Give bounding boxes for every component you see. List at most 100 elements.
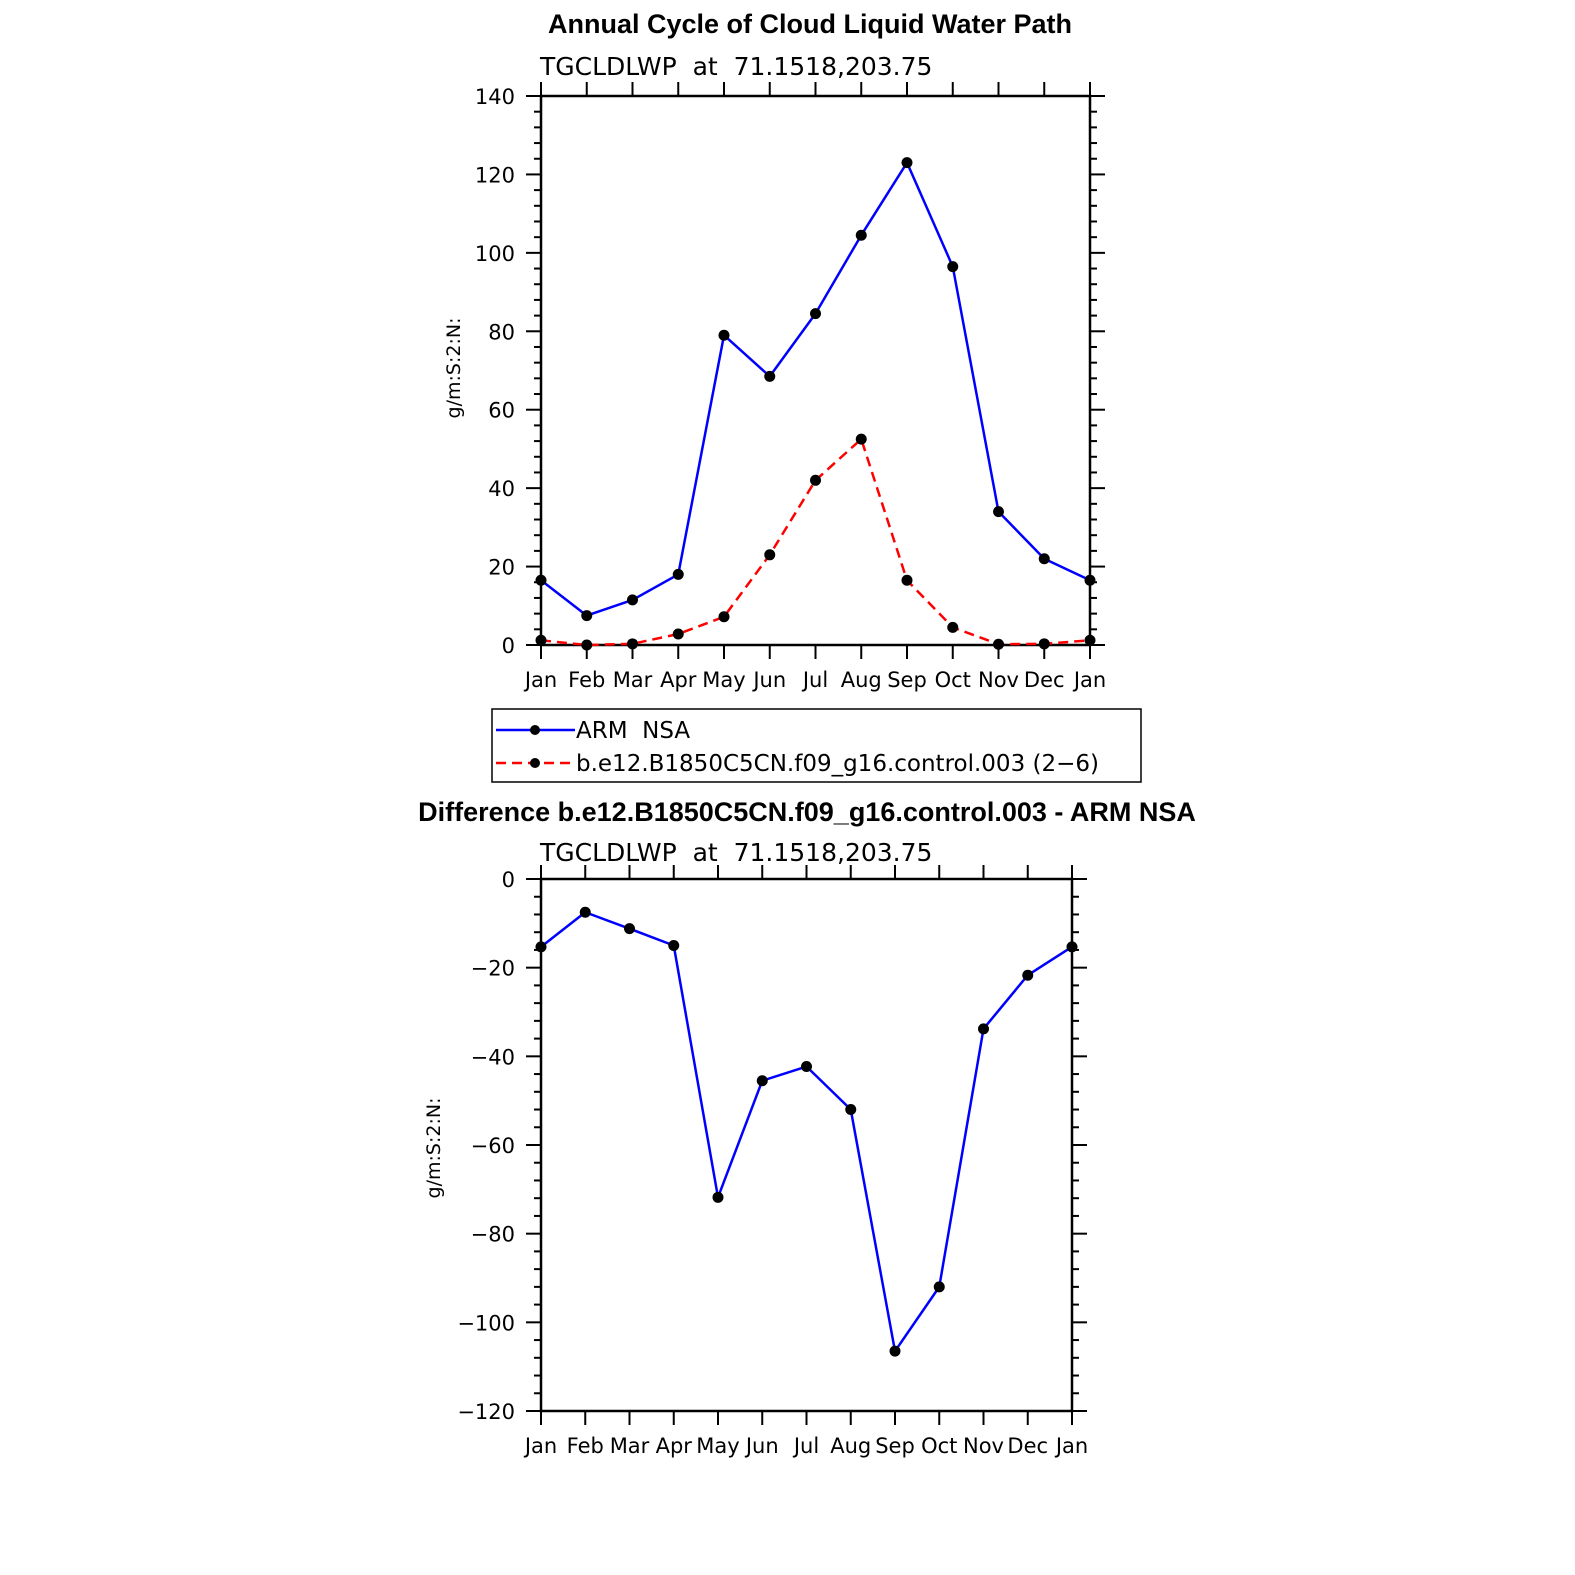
chart1-plot: 0 20 40 60 80 100 120 140 Jan Feb Mar Apr May Jun Jul A…	[475, 82, 1106, 692]
chart1-subtitle: TGCLDLWP at 71.1518,203.75	[539, 52, 932, 81]
chart2-series-0-point	[756, 1075, 768, 1087]
chart1-series-1-point	[993, 638, 1004, 650]
chart2-series-0-point	[624, 923, 635, 935]
chart1-xtick-label: Apr	[660, 668, 697, 692]
chart1-series-1-point	[901, 574, 913, 586]
legend-marker-series-1	[530, 758, 540, 768]
chart1-xtick-label: Dec	[1024, 668, 1065, 692]
chart1-xtick-label: Jul	[801, 668, 828, 692]
legend-label-series-0: ARM NSA	[576, 718, 690, 744]
chart2-ylabel: g/m:S:2:N:	[423, 1098, 445, 1199]
chart1-xtick-label: Aug	[841, 668, 882, 692]
chart1-plot-frame	[539, 94, 1092, 647]
chart2-series-0-point	[933, 1281, 945, 1293]
chart2-series-0-point	[535, 941, 547, 953]
chart1-series-0-point	[718, 329, 730, 341]
chart1-series-1-point	[810, 474, 821, 486]
chart1-xtick-label: Mar	[613, 668, 653, 692]
chart1-series-0-point	[581, 610, 593, 622]
chart1-series-0-point	[672, 568, 684, 580]
chart1-series-0-point	[901, 157, 913, 169]
chart1-series-0-point	[627, 594, 638, 606]
chart2-xtick-label: May	[696, 1434, 739, 1458]
chart2-ytick-label: −120	[457, 1400, 515, 1424]
chart2-xtick-label: Apr	[656, 1434, 693, 1458]
chart1-ytick-label: 80	[488, 320, 515, 344]
chart2-subtitle: TGCLDLWP at 71.1518,203.75	[539, 838, 932, 867]
chart2-series-0-point	[712, 1191, 724, 1203]
chart2-series-0-line	[540, 911, 1073, 1353]
chart1-series-0-point	[535, 574, 547, 586]
chart1-ytick-label: 140	[475, 85, 515, 109]
chart1-series-0-point	[855, 229, 867, 241]
chart1-xtick-label: Oct	[935, 668, 971, 692]
chart1-series-1-point	[855, 433, 867, 445]
chart1-xtick-label: Jan	[1072, 668, 1106, 692]
chart2-xtick-label: Jan	[1054, 1434, 1088, 1458]
chart2-ytick-label: −40	[471, 1045, 515, 1069]
chart1-series-1-point	[764, 549, 776, 561]
chart1-ylabel: g/m:S:2:N:	[443, 318, 465, 419]
chart2-xtick-label: Feb	[567, 1434, 604, 1458]
chart2-plot-frame	[539, 877, 1074, 1413]
chart1-series-1-point	[627, 638, 638, 650]
chart2-xtick-label: Dec	[1007, 1434, 1048, 1458]
chart1-series-0-point	[947, 261, 959, 273]
chart2-series-0-point	[889, 1345, 901, 1357]
chart2-xtick-label: Mar	[610, 1434, 650, 1458]
chart2-series-0-point	[579, 906, 591, 918]
chart1-ytick-label: 0	[502, 634, 515, 658]
chart1-ytick-label: 120	[475, 163, 515, 187]
chart1-series-1-point	[1084, 634, 1096, 646]
chart2-ytick-label: −100	[457, 1311, 515, 1335]
chart1-title: Annual Cycle of Cloud Liquid Water Path	[548, 9, 1072, 39]
legend-label-series-1: b.e12.B1850C5CN.f09_g16.control.003 (2−6…	[576, 751, 1099, 777]
chart2-series-0-point	[1022, 969, 1034, 981]
chart1-series-0-point	[764, 370, 776, 382]
chart2-series-0-point	[668, 940, 680, 951]
chart2-xtick-label: Nov	[963, 1434, 1004, 1458]
chart2-title: Difference b.e12.B1850C5CN.f09_g16.contr…	[418, 797, 1196, 827]
chart2-xtick-label: Jan	[523, 1434, 557, 1458]
chart2-ytick-label: 0	[502, 868, 515, 892]
chart1-series-1-point	[718, 611, 730, 623]
chart1-xtick-label: Nov	[978, 668, 1019, 692]
chart1-legend: ARM NSA b.e12.B1850C5CN.f09_g16.control.…	[491, 708, 1142, 783]
chart2-plot: 0 −20 −40 −60 −80 −100 −120 Jan Feb Mar Apr May Jun J…	[457, 865, 1088, 1458]
chart1-series-1-point	[535, 634, 547, 646]
legend-frame	[491, 708, 1142, 783]
chart1-series-0-point	[993, 506, 1004, 518]
legend-marker-series-0	[530, 725, 540, 735]
chart2-xtick-label: Jul	[792, 1434, 819, 1458]
chart1-xtick-label: May	[702, 668, 745, 692]
chart2-series-0-point	[801, 1061, 812, 1073]
chart1-series-0-point	[1084, 574, 1096, 586]
chart1-series-0-point	[1038, 553, 1050, 565]
chart2-series-0-point	[845, 1104, 857, 1116]
chart1-ytick-label: 40	[488, 477, 515, 501]
chart1-xtick-label: Jun	[751, 668, 786, 692]
chart2-xtick-label: Oct	[921, 1434, 957, 1458]
chart1-xtick-label: Jan	[523, 668, 557, 692]
chart2-xtick-label: Jun	[744, 1434, 779, 1458]
chart1-series-0-line	[540, 161, 1091, 617]
chart1-series-1-line	[540, 437, 1091, 647]
chart1-xtick-label: Feb	[568, 668, 605, 692]
chart2-series-0-point	[1066, 941, 1078, 953]
chart2-xtick-label: Aug	[830, 1434, 871, 1458]
chart1-series-1-point	[672, 628, 684, 640]
chart2-ytick-label: −80	[471, 1223, 515, 1247]
chart1-series-1-point	[1038, 638, 1050, 650]
chart1-ytick-label: 20	[488, 556, 515, 580]
chart2-ytick-label: −60	[471, 1134, 515, 1158]
chart2-xtick-label: Sep	[875, 1434, 915, 1458]
chart1-ytick-label: 60	[488, 399, 515, 423]
chart1-series-1-point	[947, 621, 959, 633]
chart2-series-0-point	[978, 1023, 989, 1035]
chart1-xtick-label: Sep	[887, 668, 927, 692]
chart1-series-1-point	[581, 639, 593, 651]
chart2-ytick-label: −20	[471, 957, 515, 981]
chart1-ytick-label: 100	[475, 242, 515, 266]
chart1-series-0-point	[810, 308, 821, 320]
